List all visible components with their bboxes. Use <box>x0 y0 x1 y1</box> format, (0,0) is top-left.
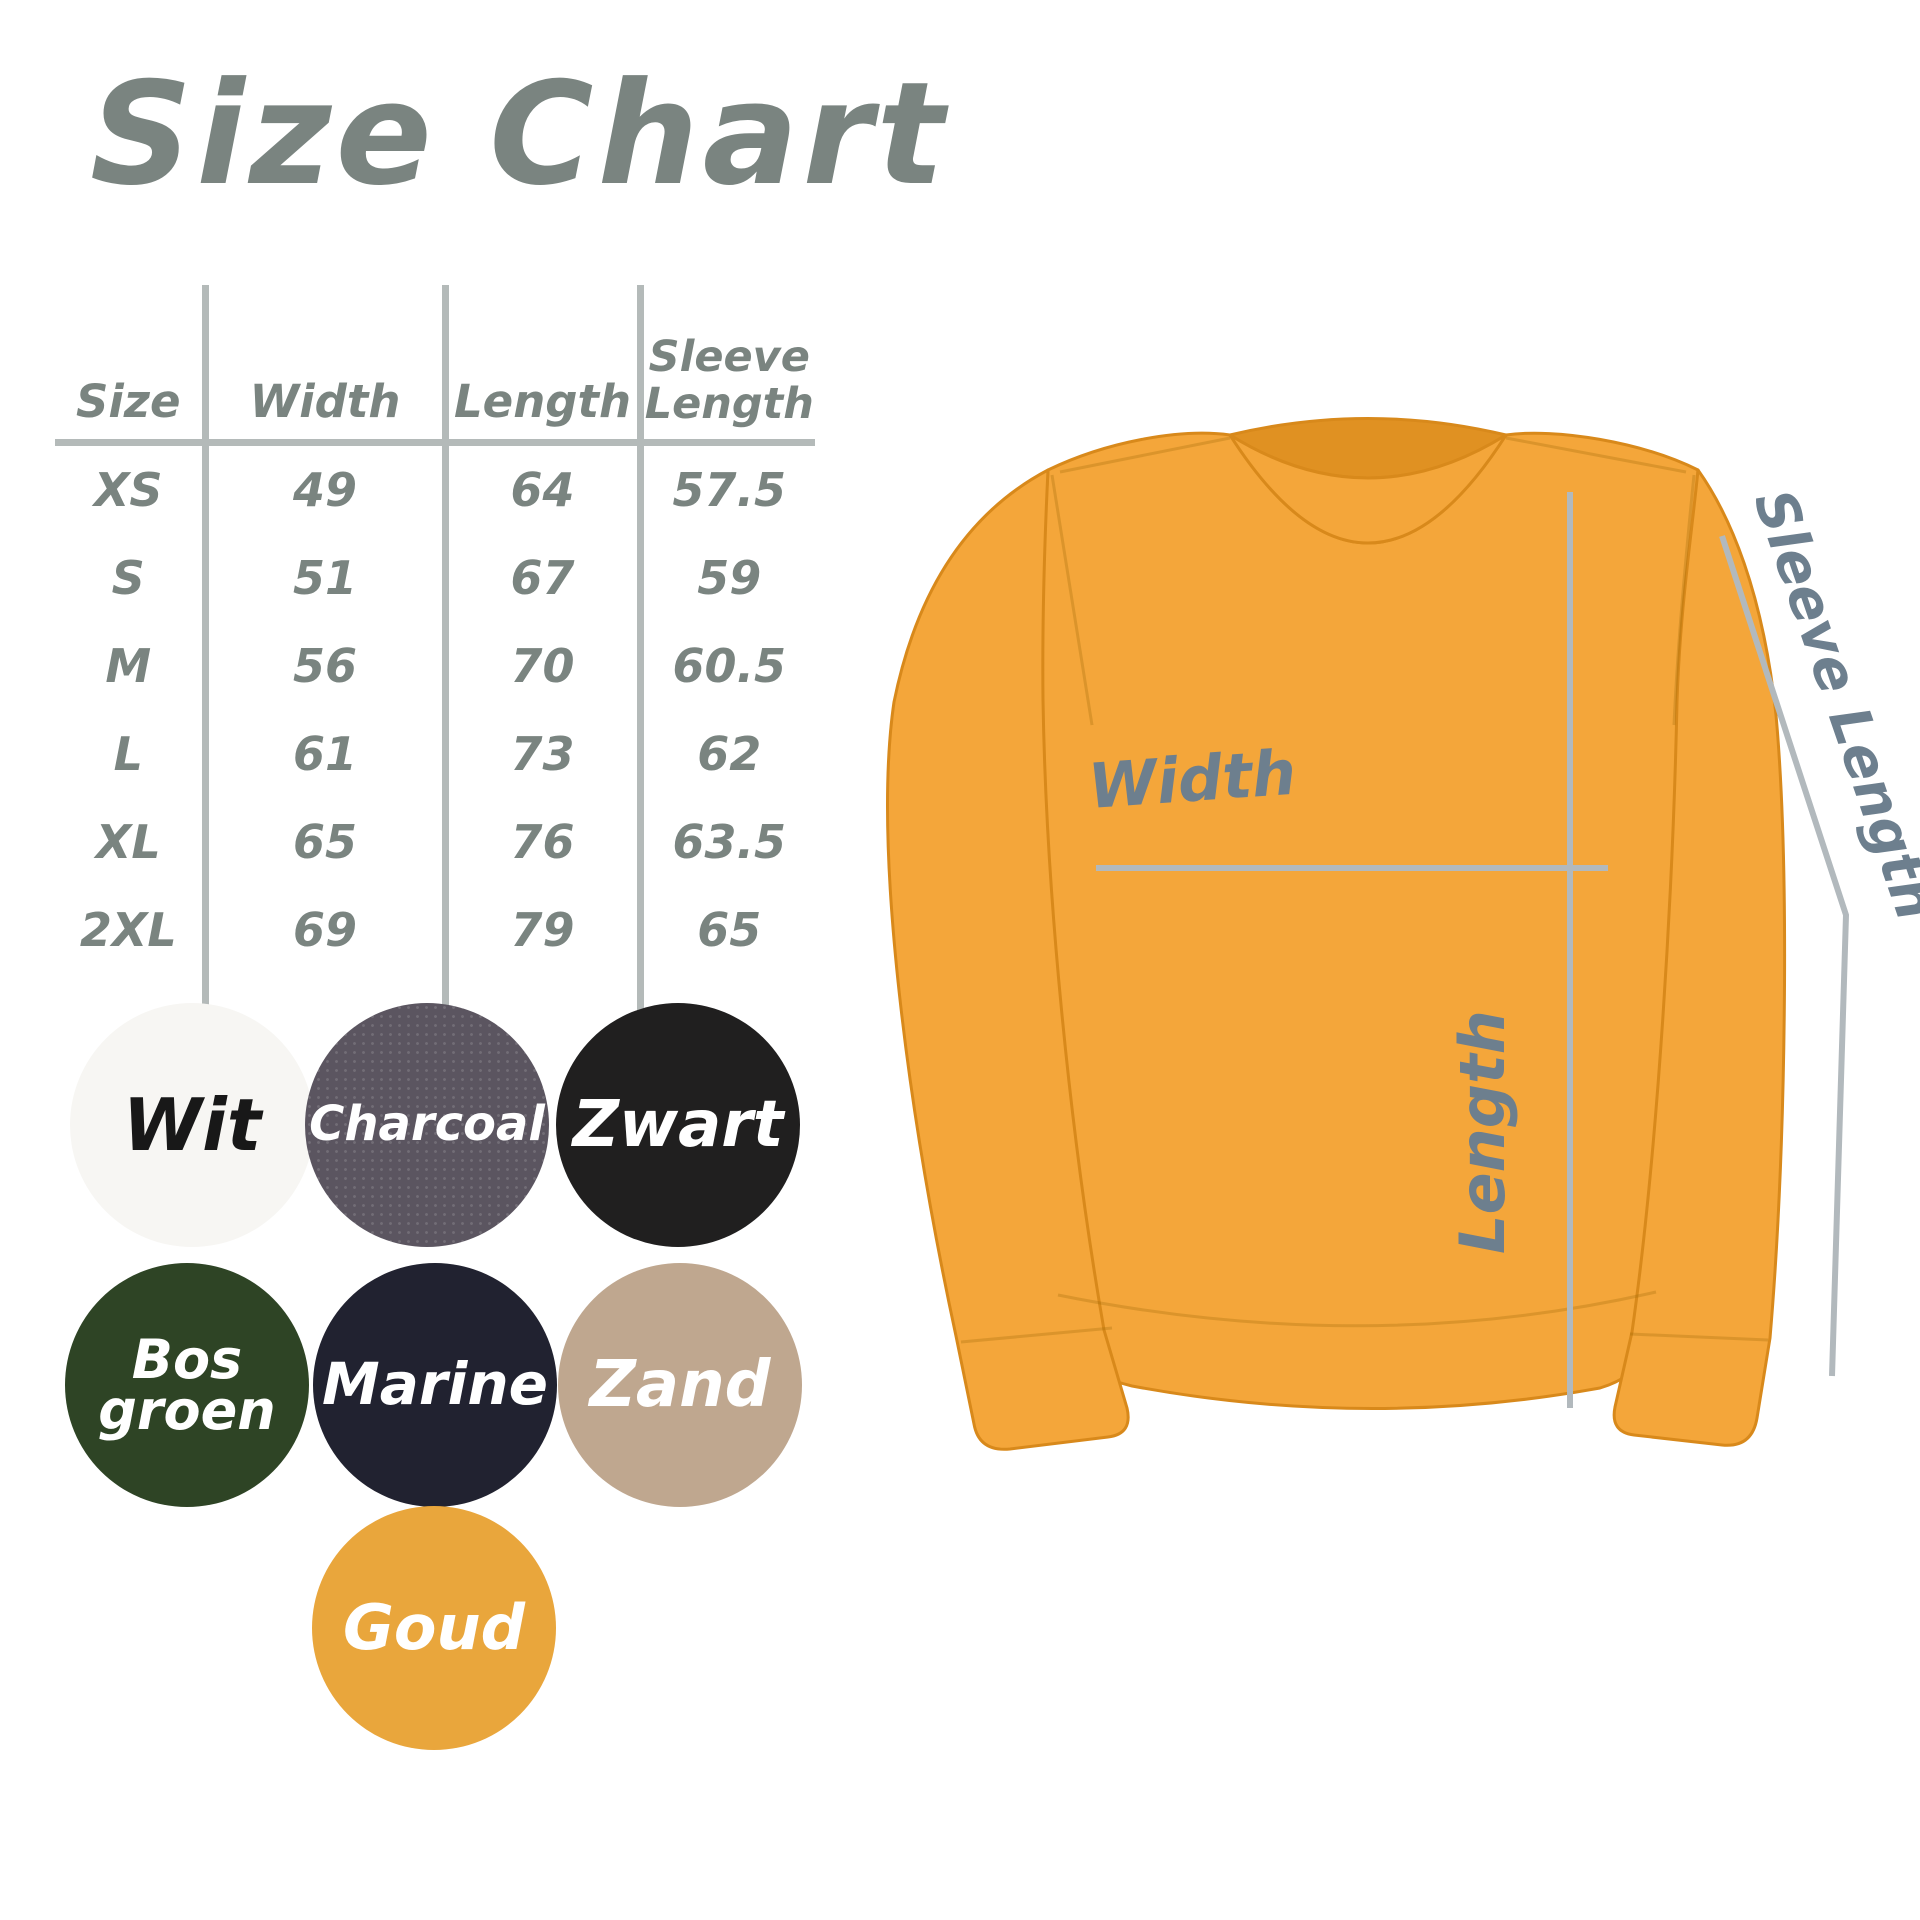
width-cell: 69 <box>205 886 449 974</box>
sleeve-cell: 65 <box>697 903 762 957</box>
table-row-xs: XS 49 64 57.5 <box>55 442 815 534</box>
width-cell: 51 <box>205 534 449 622</box>
color-swatch-bos-groen: Bos groen <box>65 1263 309 1507</box>
size-table-header-row: Size Width Length Sleeve Length <box>55 285 815 446</box>
width-cell: 61 <box>205 710 449 798</box>
width-cell: 56 <box>205 622 449 710</box>
sweatshirt-left-sleeve <box>886 468 1130 1451</box>
sweatshirt <box>886 417 1787 1451</box>
sweatshirt-diagram: Width Length Sleeve Length <box>886 417 1920 1451</box>
header-sleeve-length: Sleeve Length <box>640 285 815 446</box>
color-swatch-charcoal: Charcoal <box>305 1003 549 1247</box>
sweatshirt-body <box>1036 431 1700 1410</box>
length-cell: 64 <box>445 442 644 534</box>
swatch-label: Goud <box>342 1590 525 1664</box>
size-cell: L <box>55 710 209 798</box>
color-swatch-marine: Marine <box>313 1263 557 1507</box>
width-cell: 65 <box>205 798 449 886</box>
color-swatch-zand: Zand <box>558 1263 802 1507</box>
width-cell: 49 <box>205 442 449 534</box>
size-cell: 2XL <box>55 886 209 974</box>
sleeve-cell: 59 <box>697 551 762 605</box>
measurement-lines <box>1096 492 1850 1408</box>
sweatshirt-seams <box>960 436 1769 1344</box>
header-size: Size <box>55 285 209 446</box>
color-swatch-zwart: Zwart <box>556 1003 800 1247</box>
length-cell: 70 <box>445 622 644 710</box>
sleeve-cell: 57.5 <box>672 463 787 517</box>
length-cell: 79 <box>445 886 644 974</box>
swatch-label: Zand <box>589 1347 771 1422</box>
size-cell: XS <box>55 442 209 534</box>
swatch-label: Wit <box>122 1082 262 1167</box>
sweatshirt-right-sleeve <box>1612 468 1787 1447</box>
table-row-m: M 56 70 60.5 <box>55 622 815 710</box>
width-label: Width <box>1086 736 1298 823</box>
size-cell: S <box>55 534 209 622</box>
length-cell: 76 <box>445 798 644 886</box>
sleeve-cell: 62 <box>697 727 762 781</box>
table-row-l: L 61 73 62 <box>55 710 815 798</box>
color-swatch-goud: Goud <box>312 1506 556 1750</box>
size-cell: XL <box>55 798 209 886</box>
swatch-label: Charcoal <box>309 1096 545 1153</box>
length-cell: 73 <box>445 710 644 798</box>
sleeve-cell: 60.5 <box>672 639 787 693</box>
sleeve-cell: 63.5 <box>672 815 787 869</box>
sweatshirt-collar-band <box>1228 433 1508 545</box>
swatch-label: Bos groen <box>98 1327 276 1442</box>
table-row-s: S 51 67 59 <box>55 534 815 622</box>
sleeve-measure-line <box>1719 535 1850 1377</box>
size-table: Size Width Length Sleeve Length XS 49 64… <box>55 285 815 1022</box>
swatch-label: Marine <box>322 1350 548 1419</box>
header-width: Width <box>205 285 449 446</box>
length-label: Length <box>1446 1010 1519 1254</box>
length-cell: 67 <box>445 534 644 622</box>
header-length: Length <box>445 285 644 446</box>
size-cell: M <box>55 622 209 710</box>
color-swatch-wit: Wit <box>70 1003 314 1247</box>
swatch-label: Zwart <box>572 1087 784 1162</box>
table-row-xl: XL 65 76 63.5 <box>55 798 815 886</box>
table-row-2xl: 2XL 69 79 65 <box>55 886 815 974</box>
page-title: Size Chart <box>90 52 949 217</box>
